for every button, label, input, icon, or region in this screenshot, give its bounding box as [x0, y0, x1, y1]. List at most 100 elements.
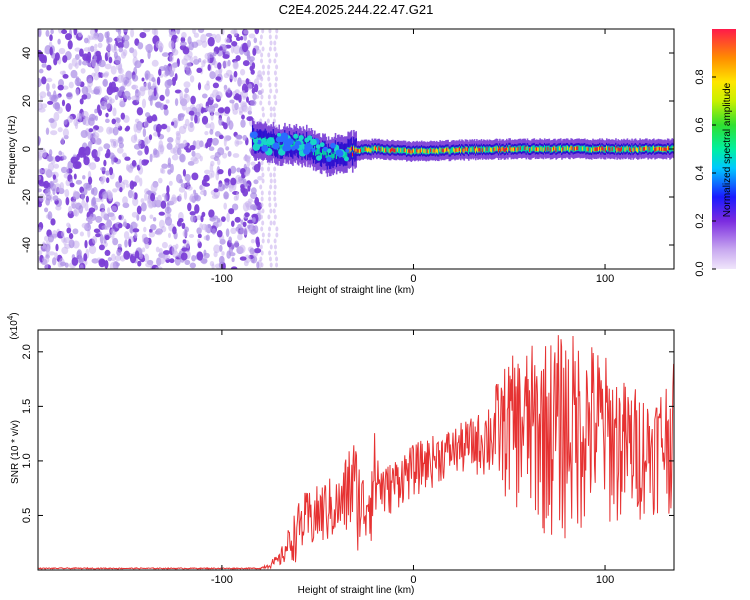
noise-blob	[171, 121, 175, 126]
noise-blob	[171, 154, 179, 161]
noise-streak	[275, 232, 279, 238]
noise-blob	[116, 35, 123, 43]
ridge-mid	[422, 148, 424, 155]
ridge-mid	[482, 146, 485, 152]
noise-blob	[116, 249, 122, 256]
ridge-mid	[289, 142, 292, 149]
noise-blob	[91, 35, 100, 41]
noise-blob	[93, 64, 100, 73]
ridge-core	[356, 149, 359, 153]
ridge-core	[373, 146, 376, 151]
ridge-mid	[492, 146, 494, 153]
noise-blob	[115, 29, 121, 33]
noise-blob	[203, 174, 210, 182]
ridge-core	[510, 147, 513, 152]
noise-blob	[73, 29, 78, 36]
noise-blob	[136, 205, 142, 215]
noise-blob	[200, 258, 208, 264]
noise-streak	[269, 208, 273, 214]
ridge-mid	[320, 152, 323, 159]
noise-blob	[73, 173, 77, 180]
noise-blob	[180, 183, 187, 188]
noise-blob	[62, 155, 67, 160]
ridge-core	[637, 148, 639, 153]
noise-blob	[48, 118, 55, 124]
ridge-core	[497, 148, 500, 153]
noise-blob	[109, 261, 117, 269]
noise-blob	[101, 72, 106, 78]
noise-streak	[259, 82, 263, 88]
noise-blob	[118, 47, 124, 53]
spectrogram-y-tick-label: -20	[21, 189, 33, 205]
noise-blob	[156, 76, 161, 86]
snr-multiplier: (x104)	[6, 312, 20, 339]
noise-blob	[159, 103, 165, 111]
ridge-mid	[525, 146, 528, 153]
noise-blob	[148, 134, 153, 141]
noise-streak	[260, 166, 264, 172]
ridge-mid	[520, 146, 523, 152]
ridge-core	[417, 149, 420, 154]
noise-blob	[222, 45, 227, 50]
noise-blob	[207, 36, 215, 47]
noise-blob	[46, 82, 50, 92]
noise-blob	[240, 36, 244, 41]
noise-blob	[181, 31, 187, 39]
noise-blob	[67, 40, 73, 50]
ridge-core	[551, 147, 554, 152]
noise-blob	[42, 149, 47, 158]
noise-blob	[82, 175, 86, 180]
noise-blob	[104, 222, 110, 231]
noise-blob	[241, 42, 249, 53]
ridge-mid	[386, 146, 389, 152]
ridge-core	[591, 148, 593, 153]
snr-frame	[37, 329, 675, 571]
noise-blob	[57, 127, 63, 133]
noise-blob	[226, 250, 231, 259]
noise-blob	[234, 216, 241, 223]
ridge-core	[633, 146, 636, 151]
noise-blob	[135, 89, 139, 94]
noise-blob	[159, 94, 165, 101]
noise-blob	[237, 77, 242, 87]
ridge-core	[505, 146, 508, 151]
noise-blob	[239, 256, 247, 261]
noise-blob	[118, 142, 124, 149]
noise-blob	[242, 188, 249, 197]
noise-streak	[269, 262, 273, 268]
noise-blob	[49, 34, 53, 42]
noise-blob	[225, 228, 230, 238]
noise-blob	[119, 187, 123, 193]
noise-blob	[189, 75, 195, 83]
noise-blob	[218, 68, 222, 77]
ridge-core	[581, 146, 584, 151]
ridge-core	[412, 148, 415, 153]
noise-streak	[273, 166, 277, 172]
noise-blob	[195, 140, 202, 150]
ridge-core	[424, 149, 426, 154]
noise-blob	[221, 216, 226, 223]
noise-blob	[111, 253, 116, 262]
ridge-mid	[647, 147, 649, 153]
noise-blob	[161, 163, 168, 169]
noise-streak	[261, 64, 265, 70]
noise-blob	[95, 215, 103, 223]
ridge-mid	[533, 145, 536, 151]
noise-blob	[214, 111, 220, 116]
noise-blob	[68, 63, 73, 70]
noise-blob	[190, 95, 196, 105]
ridge-core	[663, 147, 666, 152]
noise-blob	[187, 161, 195, 166]
noise-blob	[140, 202, 147, 212]
ridge-core	[642, 147, 645, 152]
noise-blob	[210, 113, 214, 121]
ridge-core	[571, 146, 574, 151]
ridge-core	[439, 147, 441, 152]
noise-blob	[204, 223, 208, 233]
ridge-core	[435, 148, 438, 153]
ridge-core	[426, 149, 429, 154]
noise-blob	[193, 58, 200, 65]
ridge-core	[617, 146, 620, 151]
noise-blob	[179, 90, 184, 101]
noise-blob	[167, 213, 172, 218]
